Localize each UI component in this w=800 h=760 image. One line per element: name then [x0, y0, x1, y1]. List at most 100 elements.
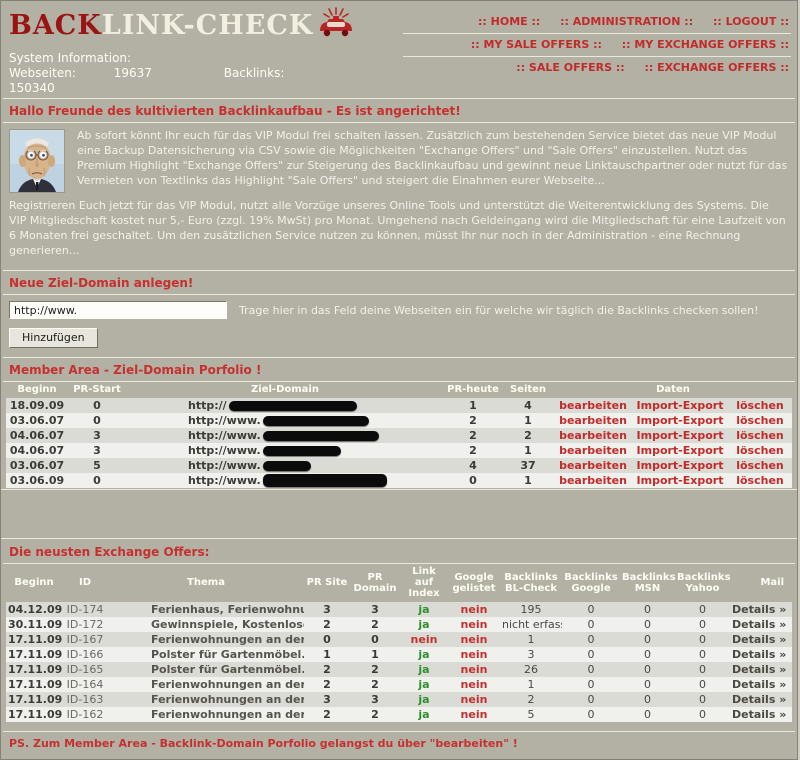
pr-heute-cell: 2 [444, 428, 502, 443]
bearbeiten-link[interactable]: bearbeiten [559, 414, 627, 427]
id-cell: ID-172 [62, 617, 108, 632]
details-link[interactable]: Details » [732, 663, 787, 676]
beginn-cell: 04.12.09 [6, 602, 62, 617]
import-export-link[interactable]: Import-Export [636, 444, 724, 457]
bl-check-cell: 3 [500, 647, 562, 662]
id-cell: ID-162 [62, 707, 108, 722]
loeschen-link[interactable]: löschen [736, 414, 784, 427]
redaction-scribble [262, 431, 379, 441]
bl-google-cell: 0 [562, 647, 620, 662]
thema-link[interactable]: Polster für Gartenmöbel... [151, 663, 304, 676]
google-gelistet-cell: nein [448, 632, 500, 647]
member-area-heading: Member Area - Ziel-Domain Porfolio ! [9, 363, 262, 377]
pr-domain-cell: 2 [350, 662, 400, 677]
domain-input[interactable] [9, 301, 227, 319]
id-cell: ID-164 [62, 677, 108, 692]
col-seiten: Seiten [509, 384, 547, 395]
details-link[interactable]: Details » [732, 618, 787, 631]
beginn-cell: 17.11.09 [6, 632, 62, 647]
thema-link[interactable]: Ferienwohnungen an der Ostsee... [151, 678, 304, 691]
pr-site-cell: 2 [304, 677, 350, 692]
webseiten-count: 19637 [113, 66, 152, 80]
details-link[interactable]: Details » [732, 603, 787, 616]
beginn-cell: 17.11.09 [6, 647, 62, 662]
details-link[interactable]: Details » [732, 648, 787, 661]
offer-row: 17.11.09 ID-167 Ferienwohnungen an der O… [6, 632, 792, 647]
col-mail: Mail [760, 577, 784, 588]
bl-google-cell: 0 [562, 632, 620, 647]
nav-exchange-offers[interactable]: :: EXCHANGE OFFERS :: [644, 61, 789, 74]
loeschen-link[interactable]: löschen [736, 459, 784, 472]
intro-paragraph-2: Registrieren Euch jetzt für das VIP Modu… [9, 199, 786, 257]
details-link[interactable]: Details » [732, 693, 787, 706]
domain-cell: http://www. [126, 413, 444, 428]
id-cell: ID-174 [62, 602, 108, 617]
system-info-title: System Information: [9, 51, 132, 65]
bl-msn-cell: 0 [620, 647, 675, 662]
mail-cell: Details » [730, 602, 792, 617]
pr-start-cell: 5 [68, 458, 126, 473]
thema-link[interactable]: Ferienhaus, Ferienwohnung, Pension,... [151, 603, 304, 616]
divider [3, 294, 795, 295]
nav-administration[interactable]: :: ADMINISTRATION :: [560, 15, 694, 28]
redaction-scribble [262, 446, 341, 456]
seiten-cell: 1 [502, 413, 554, 428]
nav-row-3: :: SALE OFFERS :: :: EXCHANGE OFFERS :: [403, 56, 791, 79]
bl-google-cell: 0 [562, 707, 620, 722]
bearbeiten-link[interactable]: bearbeiten [559, 429, 627, 442]
nav-logout[interactable]: :: LOGOUT :: [712, 15, 789, 28]
offer-row: 17.11.09 ID-165 Polster für Gartenmöbel.… [6, 662, 792, 677]
bl-msn-cell: 0 [620, 662, 675, 677]
pr-domain-cell: 1 [350, 647, 400, 662]
thema-link[interactable]: Gewinnspiele, Kostenloses... [151, 618, 304, 631]
offer-row: 17.11.09 ID-164 Ferienwohnungen an der O… [6, 677, 792, 692]
logo-text-primary: BACK [9, 10, 102, 41]
backlinks-count: 150340 [9, 81, 55, 95]
pr-start-cell: 0 [68, 473, 126, 488]
beginn-cell: 18.09.09 [6, 398, 68, 413]
import-export-link[interactable]: Import-Export [636, 429, 724, 442]
nav-sale-offers[interactable]: :: SALE OFFERS :: [516, 61, 625, 74]
exchange-offers-heading: Die neusten Exchange Offers: [9, 545, 210, 559]
logo: BACK LINK-CHECK [9, 7, 403, 44]
nav-home[interactable]: :: HOME :: [478, 15, 541, 28]
old-man-avatar [9, 129, 65, 193]
nav-row-1: :: HOME :: :: ADMINISTRATION :: :: LOGOU… [403, 11, 791, 33]
google-gelistet-cell: nein [448, 677, 500, 692]
add-domain-button[interactable]: Hinzufügen [9, 328, 98, 348]
loeschen-link[interactable]: löschen [736, 399, 784, 412]
bearbeiten-link[interactable]: bearbeiten [559, 399, 627, 412]
bl-msn-cell: 0 [620, 677, 675, 692]
loeschen-link[interactable]: löschen [736, 444, 784, 457]
bl-check-cell: 1 [500, 632, 562, 647]
divider [3, 270, 795, 271]
details-link[interactable]: Details » [732, 633, 787, 646]
nav-my-sale-offers[interactable]: :: MY SALE OFFERS :: [470, 38, 602, 51]
col-link-auf-index: Link auf Index [408, 566, 440, 599]
redaction-scribble [262, 461, 311, 471]
loeschen-link[interactable]: löschen [736, 429, 784, 442]
pr-domain-cell: 0 [350, 632, 400, 647]
member-table-header-row: Beginn PR-Start Ziel-Domain PR-heute Sei… [6, 382, 792, 398]
import-export-link[interactable]: Import-Export [636, 399, 724, 412]
details-link[interactable]: Details » [732, 708, 787, 721]
nav-my-exchange-offers[interactable]: :: MY EXCHANGE OFFERS :: [621, 38, 789, 51]
import-export-link[interactable]: Import-Export [636, 414, 724, 427]
beginn-cell: 04.06.07 [6, 443, 68, 458]
bearbeiten-link[interactable]: bearbeiten [559, 444, 627, 457]
id-cell: ID-167 [62, 632, 108, 647]
import-export-link[interactable]: Import-Export [636, 459, 724, 472]
mail-cell: Details » [730, 647, 792, 662]
thema-link[interactable]: Ferienwohnungen an der Ostsee... [151, 708, 304, 721]
thema-link[interactable]: Ferienwohnungen an der Ostsee... [151, 693, 304, 706]
thema-link[interactable]: Ferienwohnungen an der Ostsee Wlan ... [151, 633, 304, 646]
id-cell: ID-166 [62, 647, 108, 662]
import-export-link[interactable]: Import-Export [636, 474, 724, 487]
details-link[interactable]: Details » [732, 678, 787, 691]
loeschen-link[interactable]: löschen [736, 474, 784, 487]
car-siren-icon [315, 7, 355, 44]
bearbeiten-link[interactable]: bearbeiten [559, 474, 627, 487]
thema-link[interactable]: Polster für Gartenmöbel... [151, 648, 304, 661]
bearbeiten-link[interactable]: bearbeiten [559, 459, 627, 472]
bl-msn-cell: 0 [620, 707, 675, 722]
